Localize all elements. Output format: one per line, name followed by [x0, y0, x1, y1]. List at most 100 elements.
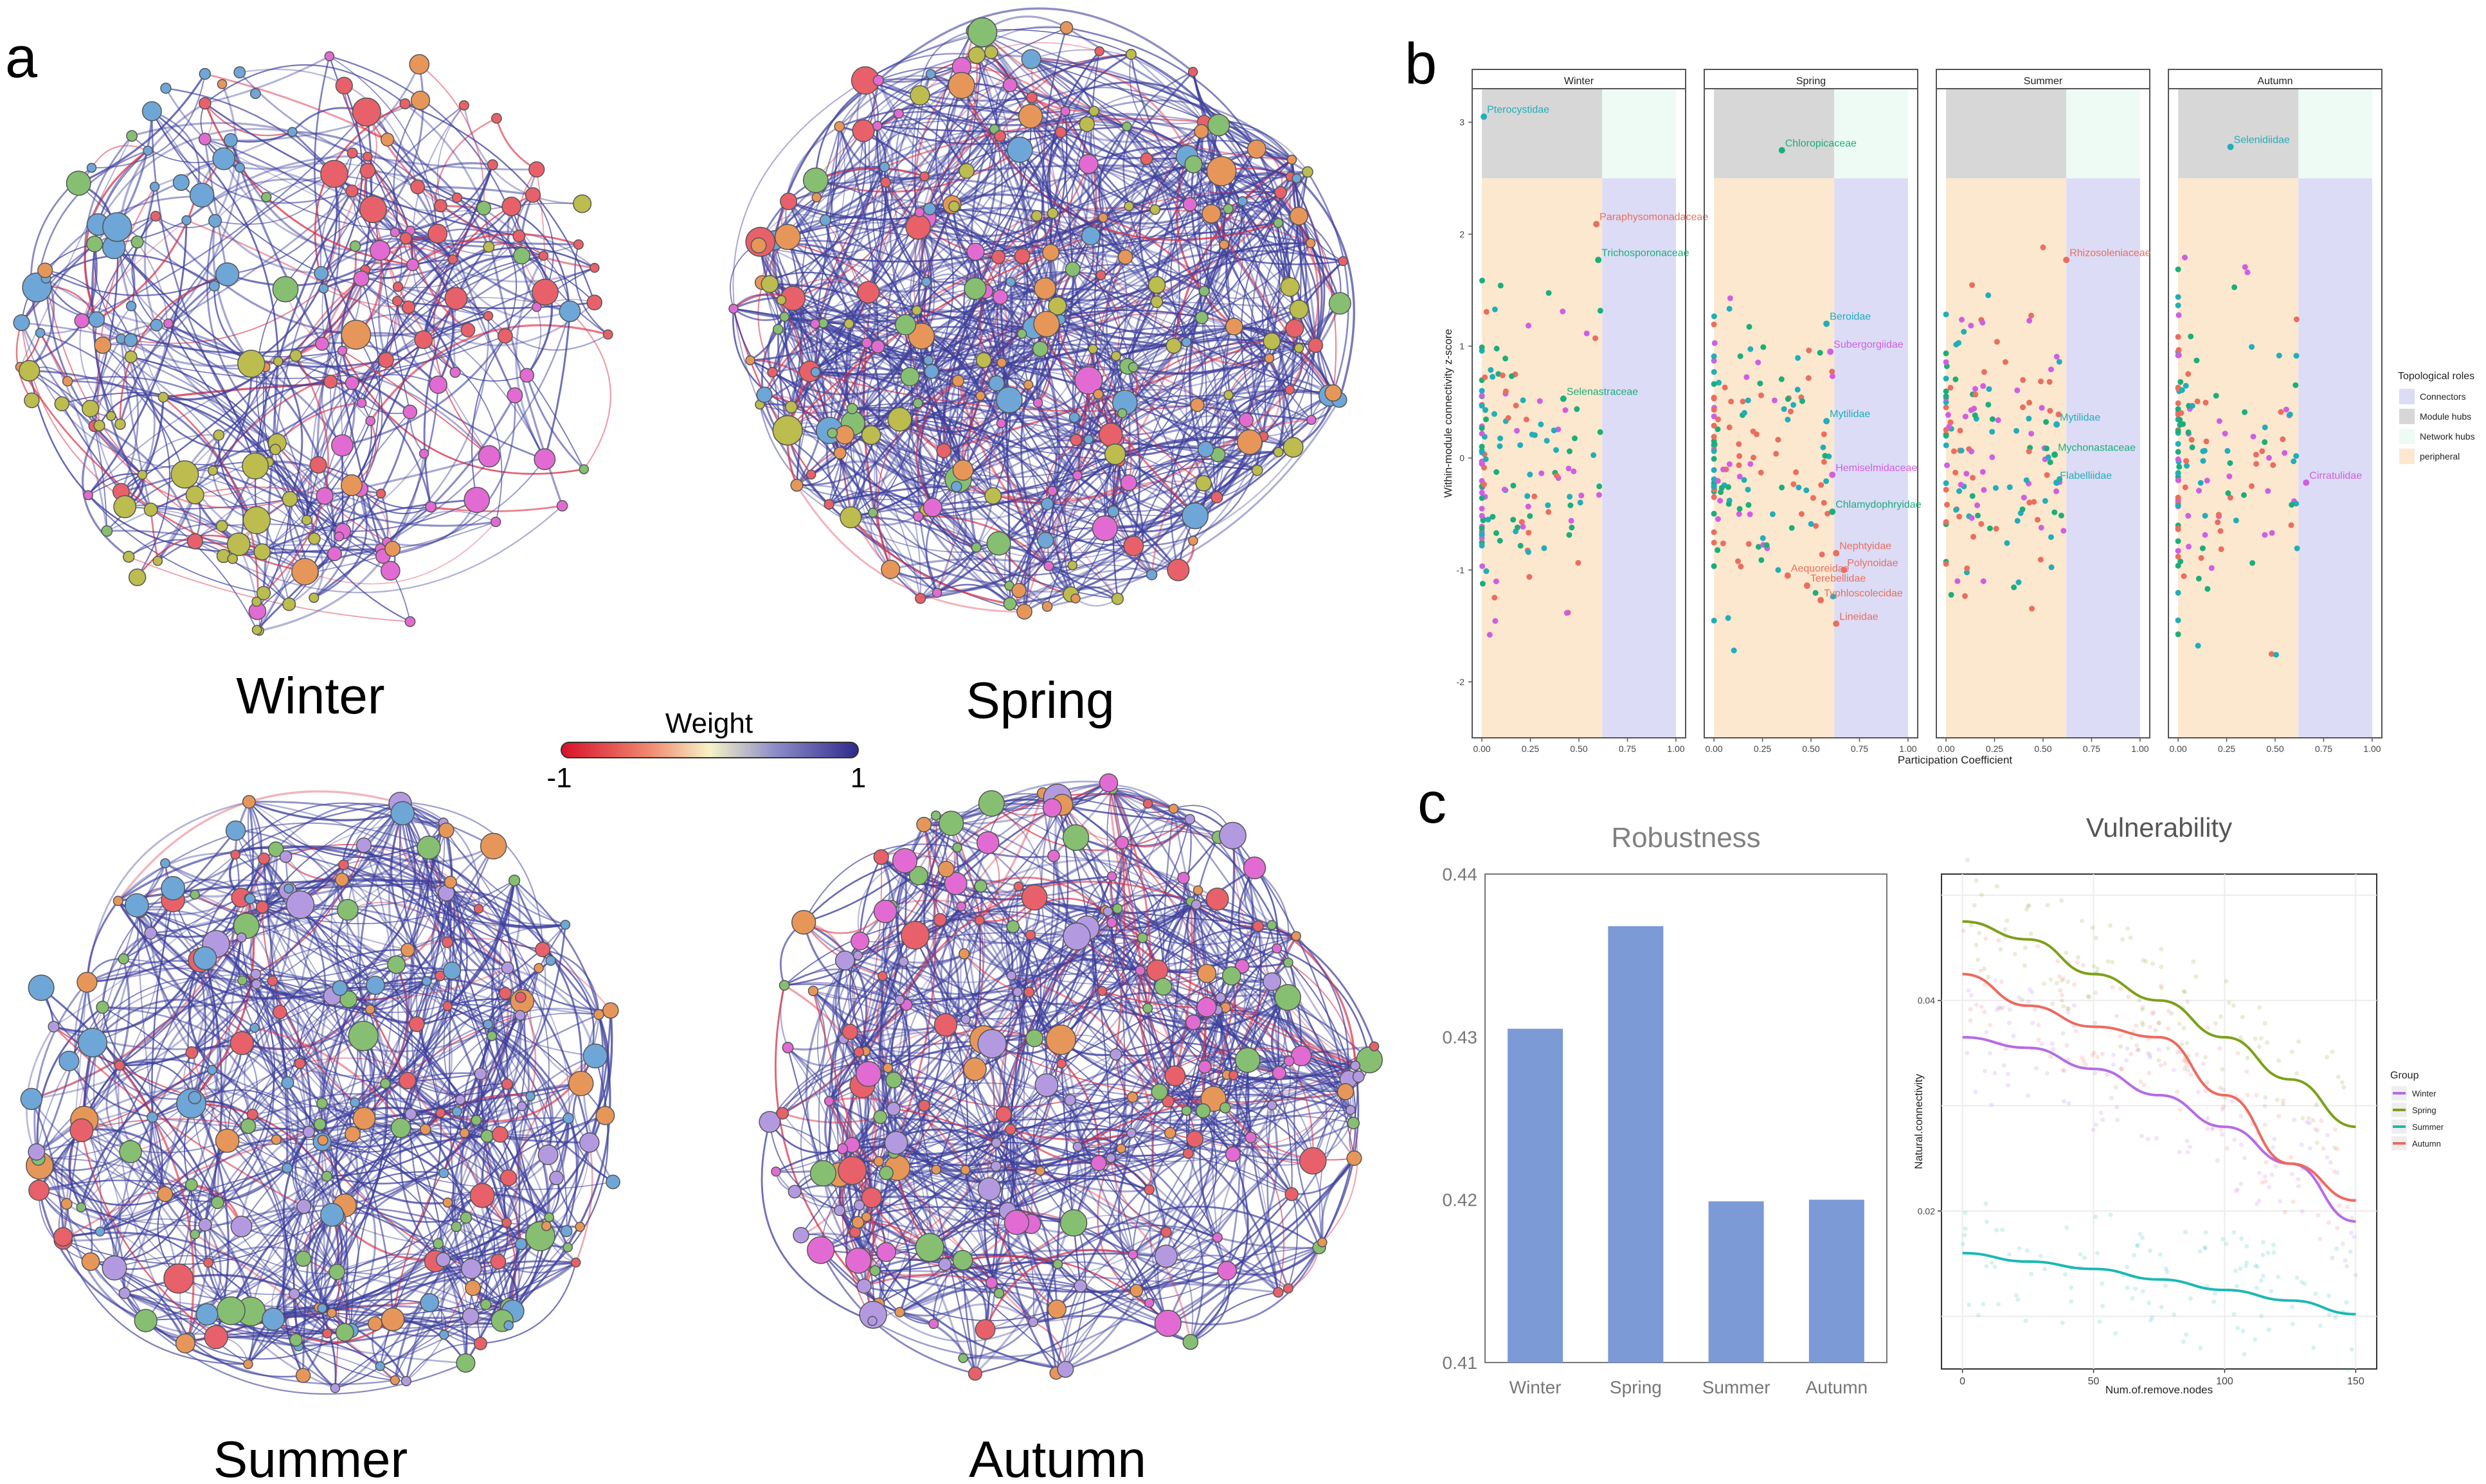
- network-edge: [118, 1064, 195, 1339]
- network-edge: [296, 864, 436, 1262]
- role-point: [1520, 523, 1526, 530]
- network-edge: [1075, 439, 1217, 499]
- network-edge: [447, 1005, 570, 1119]
- facet-title: Winter: [1564, 76, 1594, 87]
- network-edge: [1086, 123, 1191, 205]
- network-node: [856, 1278, 872, 1294]
- network-edge: [321, 288, 371, 422]
- network-edge: [86, 801, 249, 983]
- network-node: [401, 943, 415, 958]
- network-node: [1144, 1298, 1155, 1309]
- network-edge: [536, 169, 546, 292]
- network-node: [320, 1202, 345, 1227]
- network-edge: [150, 363, 253, 511]
- network-edge: [53, 1026, 305, 1208]
- network-edge: [920, 547, 978, 600]
- network-node: [414, 330, 433, 349]
- network-edge: [1065, 1231, 1167, 1370]
- network-node: [335, 76, 353, 94]
- role-point: [1483, 568, 1490, 575]
- network-node: [478, 445, 501, 468]
- network-edge: [825, 219, 912, 377]
- network-node: [834, 950, 855, 970]
- network-edge: [958, 438, 1090, 481]
- network-node: [772, 324, 784, 335]
- network-node: [1088, 105, 1100, 117]
- network-edge: [452, 194, 534, 260]
- network-edge: [759, 256, 999, 406]
- network-edge: [188, 1332, 345, 1360]
- network-node: [406, 258, 419, 272]
- network-edge: [386, 139, 458, 199]
- network-node: [1283, 436, 1304, 458]
- role-point: [1545, 502, 1551, 508]
- network-node: [873, 899, 897, 924]
- network-edge: [991, 803, 1191, 851]
- network-node: [1150, 295, 1164, 308]
- network-node: [225, 820, 246, 841]
- network-edge: [33, 981, 88, 1152]
- network-edge: [204, 1224, 222, 1315]
- network-edge: [487, 1023, 578, 1231]
- network-edge: [899, 1252, 1228, 1313]
- network-edge: [1276, 947, 1371, 1060]
- network-edge: [355, 229, 411, 247]
- role-point: [1491, 594, 1498, 601]
- network-edge: [87, 494, 264, 594]
- panel-label-c: c: [1418, 771, 1446, 836]
- network-node: [380, 132, 395, 147]
- network-edge: [925, 402, 1126, 512]
- network-edge: [1201, 242, 1311, 319]
- network-edge: [384, 882, 468, 1084]
- network-node: [69, 1118, 94, 1143]
- network-node: [474, 1067, 487, 1080]
- weight-legend: Weight -1 1: [546, 708, 866, 794]
- network-node: [323, 374, 338, 389]
- network-edge: [361, 258, 454, 404]
- network-node: [124, 350, 138, 364]
- role-point-labelled: [1595, 256, 1602, 264]
- network-node: [1052, 1259, 1063, 1269]
- network-node: [573, 194, 592, 213]
- network-edge: [1228, 341, 1273, 396]
- network-node: [161, 876, 186, 900]
- network-node: [1016, 328, 1027, 339]
- network-edge: [330, 803, 401, 1000]
- network-node: [113, 895, 123, 906]
- network-node: [369, 240, 391, 261]
- network-node: [230, 1215, 253, 1238]
- network-node: [1350, 1060, 1361, 1071]
- network-node: [771, 1167, 781, 1177]
- network-edge: [951, 204, 1002, 298]
- network-edge: [266, 864, 345, 1084]
- network-edge: [470, 1236, 541, 1317]
- network-node: [984, 487, 1002, 505]
- network-node: [1272, 1066, 1286, 1080]
- network-edge: [131, 335, 506, 379]
- network-node: [1166, 337, 1182, 354]
- network-node: [869, 1265, 881, 1276]
- network-node: [1023, 987, 1035, 998]
- network-edge: [235, 830, 349, 911]
- network-edge: [1175, 1075, 1252, 1138]
- network-edge: [514, 879, 604, 1143]
- role-point: [1526, 323, 1532, 329]
- network-edge: [1098, 1163, 1134, 1255]
- network-node: [497, 328, 513, 344]
- network-edge: [1032, 1085, 1074, 1224]
- network-edge: [845, 960, 946, 1026]
- network-edge: [410, 164, 494, 232]
- network-edge: [1247, 925, 1262, 1060]
- role-point: [1711, 340, 1718, 346]
- network-edge: [321, 1172, 444, 1309]
- network-node: [872, 121, 883, 131]
- zipi-plot: WinterPterocystidaeParaphysomonadaceaeTr…: [1442, 69, 2475, 766]
- network-edge: [419, 64, 485, 208]
- network-node: [181, 215, 192, 226]
- network-node: [250, 969, 262, 979]
- network-edge: [1022, 163, 1090, 257]
- network-edge: [384, 845, 494, 1084]
- network-edge: [569, 310, 611, 470]
- network-edge: [1094, 217, 1116, 455]
- network-edge: [935, 807, 1234, 839]
